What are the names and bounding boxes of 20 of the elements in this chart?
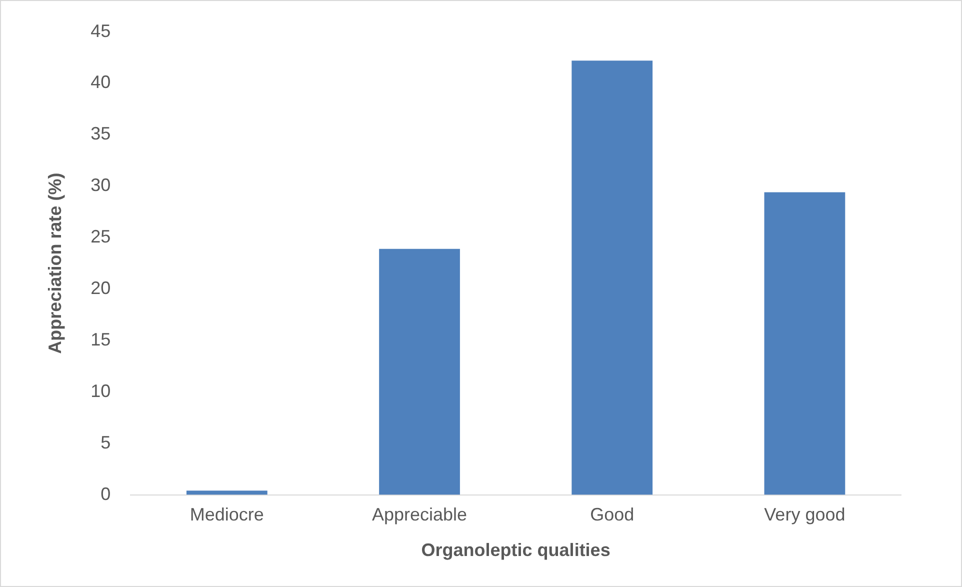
y-tick-label: 20 xyxy=(90,278,111,298)
y-tick-label: 5 xyxy=(100,432,111,452)
y-tick-label: 45 xyxy=(90,20,111,41)
bar xyxy=(572,60,653,495)
y-tick-label: 0 xyxy=(100,484,111,504)
x-tick-label: Mediocre xyxy=(190,504,264,525)
y-tick-label: 35 xyxy=(90,124,111,144)
y-axis-title: Appreciation rate (%) xyxy=(44,172,65,354)
x-tick-label: Good xyxy=(590,504,634,525)
y-tick-label: 30 xyxy=(90,175,111,196)
x-tick-label: Appreciable xyxy=(372,504,468,525)
x-axis-title: Organoleptic qualities xyxy=(421,540,610,560)
y-tick-label: 10 xyxy=(90,380,111,401)
x-tick-label: Very good xyxy=(764,504,846,525)
bar xyxy=(379,248,460,495)
y-tick-label: 25 xyxy=(90,226,111,247)
bar xyxy=(186,490,268,495)
bar xyxy=(764,192,846,495)
y-tick-label: 40 xyxy=(90,72,111,92)
y-tick-label: 15 xyxy=(90,329,111,350)
